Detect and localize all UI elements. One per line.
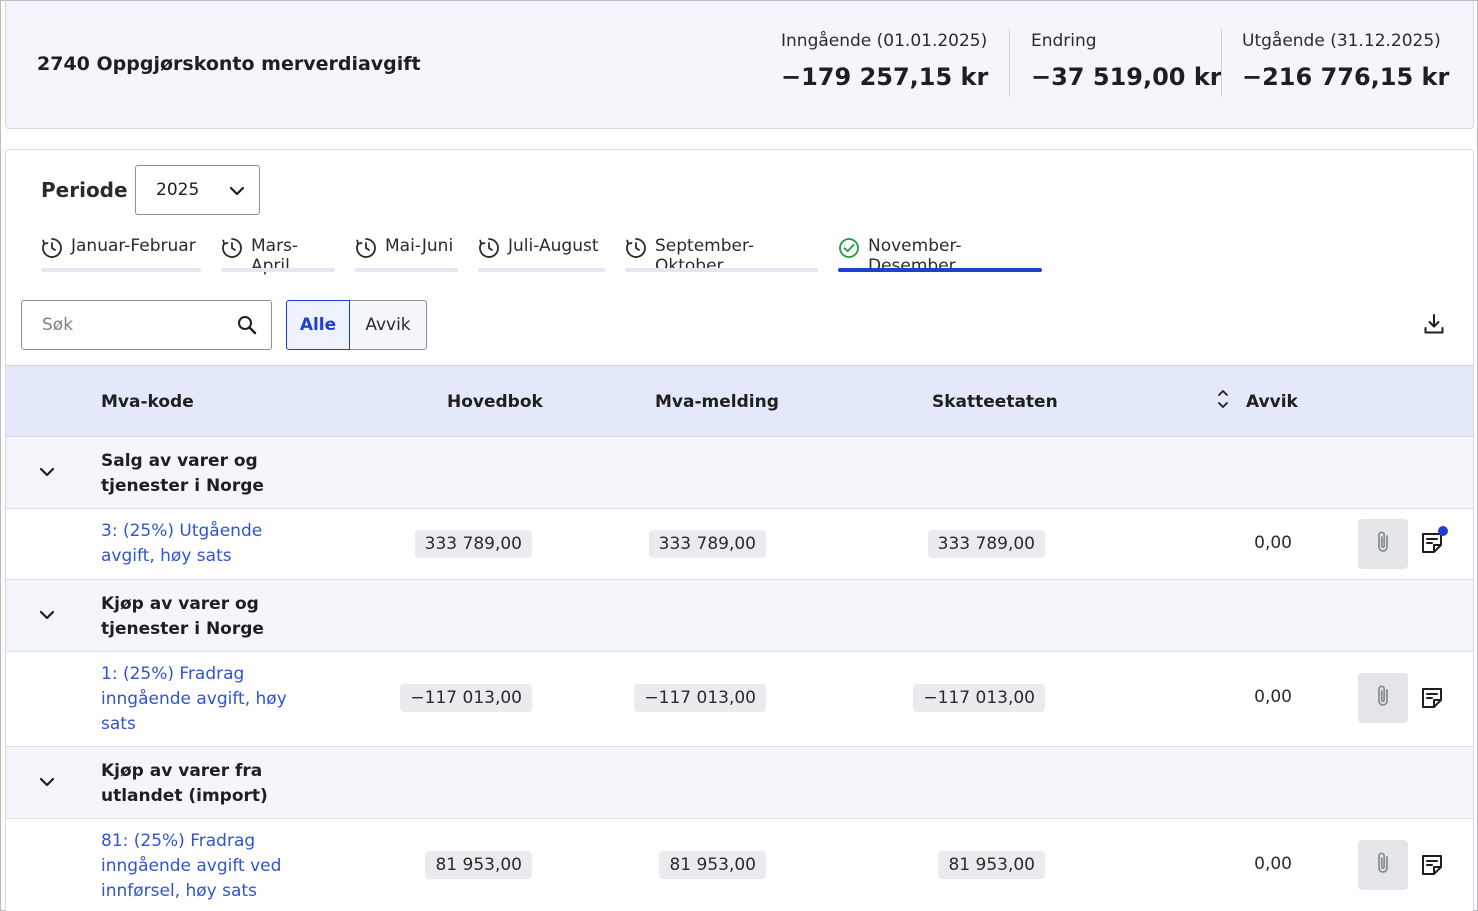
filter-deviation-button[interactable]: Avvik: [350, 300, 427, 350]
tab-mai-juni[interactable]: Mai-Juni: [355, 236, 458, 272]
clock-icon: [625, 237, 647, 264]
ledger-amount: −117 013,00: [400, 684, 532, 712]
opening-balance-label: Inngående (01.01.2025): [781, 31, 988, 51]
closing-balance: Utgående (31.12.2025) −216 776,15 kr: [1242, 31, 1449, 91]
chevron-down-icon: [229, 183, 245, 204]
group-name: Kjøp av varer fra utlandet (import): [101, 761, 268, 806]
clock-icon: [355, 237, 377, 264]
chevron-down-icon[interactable]: [39, 774, 55, 794]
deviation-amount: 0,00: [1254, 687, 1292, 707]
tab-label: Januar-Februar: [71, 236, 196, 256]
tax-authority-amount: 333 789,00: [927, 530, 1045, 558]
tab-mars-april[interactable]: Mars-April: [221, 236, 335, 276]
tax-authority-amount: 81 953,00: [938, 851, 1045, 879]
tab-september-oktober[interactable]: September-Oktober: [625, 236, 818, 276]
account-title: 2740 Oppgjørskonto merverdiavgift: [37, 53, 421, 75]
tab-underline: [478, 268, 605, 272]
filter-all-button[interactable]: Alle: [286, 300, 350, 350]
opening-balance-value: −179 257,15 kr: [781, 63, 989, 91]
paperclip-icon: [1373, 850, 1393, 880]
clock-icon: [478, 237, 500, 264]
tab-underline: [221, 268, 335, 272]
closing-balance-value: −216 776,15 kr: [1242, 63, 1450, 91]
attachment-button[interactable]: [1358, 840, 1408, 890]
tab-januar-februar[interactable]: Januar-Februar: [41, 236, 201, 272]
vat-return-amount: 333 789,00: [648, 530, 766, 558]
download-icon[interactable]: [1423, 313, 1445, 339]
attachment-button[interactable]: [1358, 673, 1408, 723]
note-icon[interactable]: [1420, 686, 1444, 714]
tab-underline: [355, 268, 458, 272]
ledger-amount: 81 953,00: [425, 851, 532, 879]
tab-underline: [41, 268, 201, 272]
header-tax-authority: Skatteetaten: [932, 392, 1058, 412]
table-row: 1: (25%) Fradrag inngående avgift, høy s…: [6, 652, 1473, 747]
tab-underline-active: [838, 268, 1042, 272]
year-select[interactable]: 2025: [135, 165, 260, 215]
deviation-amount: 0,00: [1254, 533, 1292, 553]
chevron-down-icon[interactable]: [39, 464, 55, 484]
closing-balance-label: Utgående (31.12.2025): [1242, 31, 1441, 51]
group-row[interactable]: Kjøp av varer fra utlandet (import): [6, 747, 1473, 819]
vat-code-link[interactable]: 81: (25%) Fradrag inngående avgift ved i…: [101, 831, 282, 901]
divider: [1009, 29, 1010, 97]
clock-icon: [221, 237, 243, 264]
vat-code-link[interactable]: 1: (25%) Fradrag inngående avgift, høy s…: [101, 664, 287, 734]
clock-icon: [41, 237, 63, 264]
note-icon[interactable]: [1420, 853, 1444, 881]
account-summary: 2740 Oppgjørskonto merverdiavgift Inngåe…: [5, 1, 1474, 129]
divider: [1221, 29, 1222, 97]
header-vat-return: Mva-melding: [655, 392, 779, 412]
check-circle-icon: [838, 237, 860, 264]
note-indicator-dot: [1438, 526, 1448, 536]
ledger-amount: 333 789,00: [414, 530, 532, 558]
group-row[interactable]: Kjøp av varer og tjenester i Norge: [6, 580, 1473, 652]
vat-reconciliation-card: Periode 2025 Januar-Februar Mars-April: [5, 149, 1474, 911]
opening-balance: Inngående (01.01.2025) −179 257,15 kr: [781, 31, 988, 91]
header-ledger: Hovedbok: [447, 392, 543, 412]
header-code: Mva-kode: [101, 392, 194, 412]
change-value: −37 519,00 kr: [1031, 63, 1222, 91]
group-row[interactable]: Salg av varer og tjenester i Norge: [6, 437, 1473, 509]
change-balance: Endring −37 519,00 kr: [1031, 31, 1222, 91]
filter-toggle: Alle Avvik: [286, 300, 427, 350]
tab-november-desember[interactable]: November-Desember: [838, 236, 1042, 276]
table-row: 81: (25%) Fradrag inngående avgift ved i…: [6, 819, 1473, 911]
paperclip-icon: [1373, 529, 1393, 559]
tab-label: Juli-August: [508, 236, 599, 256]
vat-return-amount: −117 013,00: [634, 684, 766, 712]
paperclip-icon: [1373, 683, 1393, 713]
attachment-button[interactable]: [1358, 519, 1408, 569]
search-icon[interactable]: [237, 315, 257, 339]
change-label: Endring: [1031, 31, 1097, 51]
period-label: Periode: [41, 178, 128, 202]
deviation-amount: 0,00: [1254, 854, 1292, 874]
vat-code-link[interactable]: 3: (25%) Utgående avgift, høy sats: [101, 521, 263, 566]
vat-return-amount: 81 953,00: [659, 851, 766, 879]
header-deviation[interactable]: Avvik: [1246, 392, 1298, 412]
group-name: Kjøp av varer og tjenester i Norge: [101, 594, 264, 639]
chevron-down-icon[interactable]: [39, 607, 55, 627]
tab-juli-august[interactable]: Juli-August: [478, 236, 605, 272]
year-select-value: 2025: [156, 180, 200, 200]
search-box: [21, 300, 272, 350]
tab-label: Mai-Juni: [385, 236, 454, 256]
group-name: Salg av varer og tjenester i Norge: [101, 451, 264, 496]
table-row: 3: (25%) Utgående avgift, høy sats 333 7…: [6, 509, 1473, 580]
search-input[interactable]: [23, 302, 223, 348]
tab-underline: [625, 268, 818, 272]
tax-authority-amount: −117 013,00: [913, 684, 1045, 712]
sort-icon[interactable]: [1217, 388, 1229, 414]
table-header: Mva-kode Hovedbok Mva-melding Skatteetat…: [6, 365, 1473, 437]
